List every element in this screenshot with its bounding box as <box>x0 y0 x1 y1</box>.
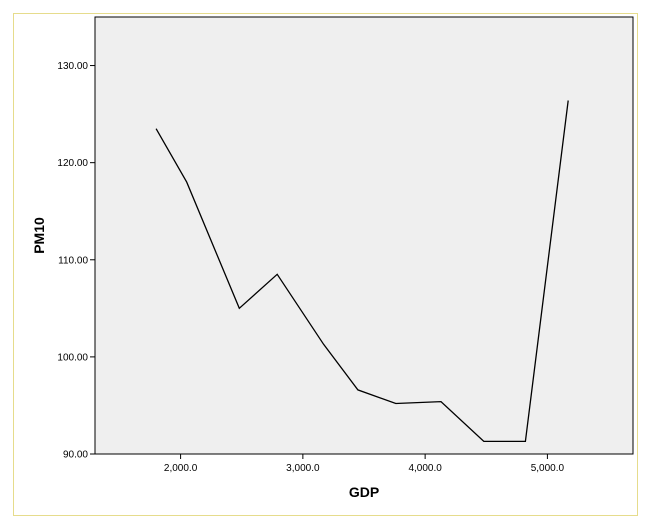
y-tick-label: 100.00 <box>57 352 88 363</box>
y-tick-label: 110.00 <box>58 255 88 266</box>
y-axis-title: PM10 <box>31 217 47 254</box>
y-axis: 90.00 100.00 110.00 120.00 130.00 <box>57 61 95 461</box>
y-tick-label: 130.00 <box>57 61 88 72</box>
x-axis: 2,000.0 3,000.0 4,000.0 5,000.0 <box>164 454 565 474</box>
plot-area <box>94 16 634 455</box>
x-tick-label: 2,000.0 <box>164 463 198 474</box>
y-tick-label: 120.00 <box>57 158 88 169</box>
x-tick-label: 3,000.0 <box>286 463 320 474</box>
series-line <box>155 100 569 443</box>
x-tick-label: 5,000.0 <box>531 463 565 474</box>
x-axis-title: GDP <box>349 484 379 500</box>
x-tick-label: 4,000.0 <box>408 463 442 474</box>
y-tick-label: 90.00 <box>63 450 88 461</box>
